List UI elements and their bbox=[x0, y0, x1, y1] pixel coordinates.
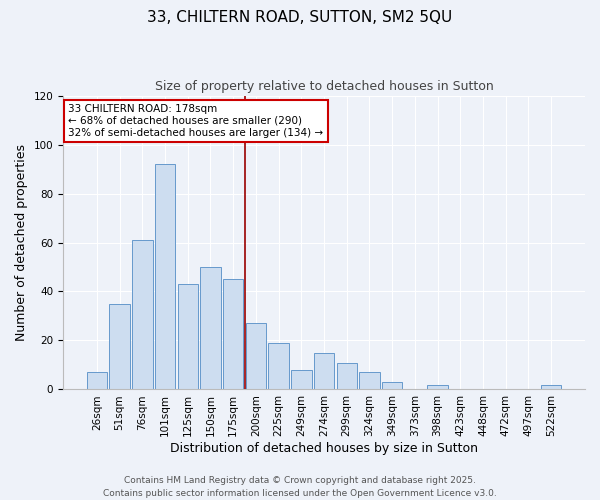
Text: Contains HM Land Registry data © Crown copyright and database right 2025.
Contai: Contains HM Land Registry data © Crown c… bbox=[103, 476, 497, 498]
Bar bbox=[291, 370, 311, 390]
Bar bbox=[314, 352, 334, 390]
Bar bbox=[87, 372, 107, 390]
Bar bbox=[132, 240, 152, 390]
Bar bbox=[427, 384, 448, 390]
Bar bbox=[109, 304, 130, 390]
Y-axis label: Number of detached properties: Number of detached properties bbox=[15, 144, 28, 341]
Text: 33, CHILTERN ROAD, SUTTON, SM2 5QU: 33, CHILTERN ROAD, SUTTON, SM2 5QU bbox=[148, 10, 452, 25]
X-axis label: Distribution of detached houses by size in Sutton: Distribution of detached houses by size … bbox=[170, 442, 478, 455]
Bar bbox=[268, 343, 289, 390]
Title: Size of property relative to detached houses in Sutton: Size of property relative to detached ho… bbox=[155, 80, 493, 93]
Bar bbox=[155, 164, 175, 390]
Bar bbox=[223, 279, 244, 390]
Bar bbox=[178, 284, 198, 390]
Bar bbox=[541, 384, 561, 390]
Bar bbox=[200, 267, 221, 390]
Bar bbox=[382, 382, 403, 390]
Bar bbox=[245, 324, 266, 390]
Text: 33 CHILTERN ROAD: 178sqm
← 68% of detached houses are smaller (290)
32% of semi-: 33 CHILTERN ROAD: 178sqm ← 68% of detach… bbox=[68, 104, 323, 138]
Bar bbox=[337, 362, 357, 390]
Bar bbox=[359, 372, 380, 390]
